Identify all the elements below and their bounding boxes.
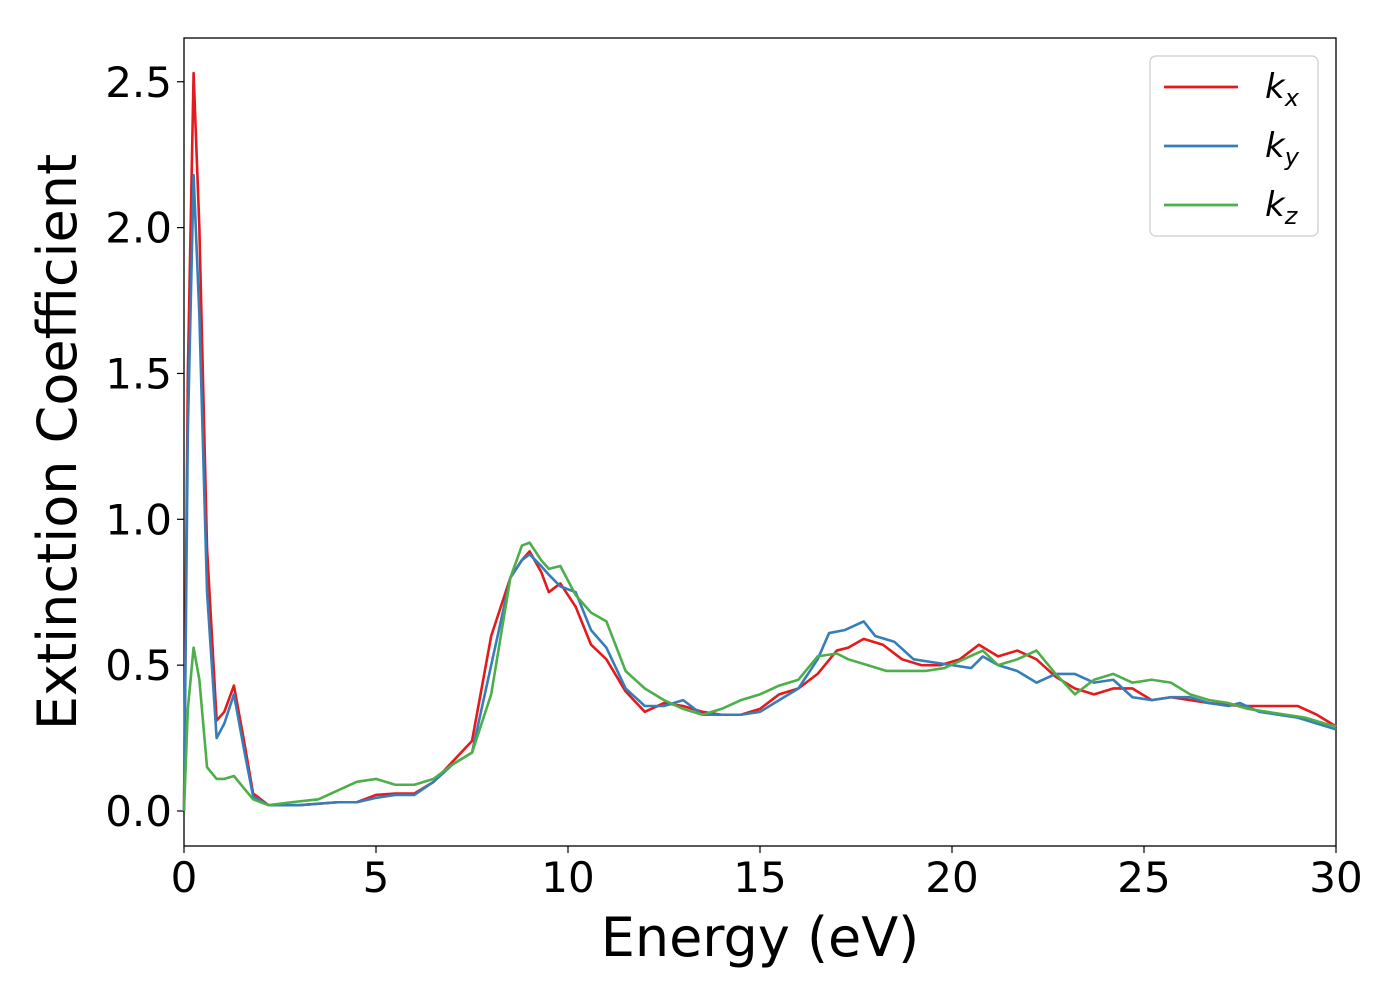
legend-label-sub: z (1284, 202, 1299, 230)
y-tick-label: 1.5 (105, 349, 172, 398)
y-tick-label: 0.0 (105, 787, 172, 836)
x-tick-label: 30 (1309, 853, 1362, 902)
y-tick-label: 0.5 (105, 641, 172, 690)
x-tick-label: 15 (733, 853, 786, 902)
x-tick-label: 10 (541, 853, 594, 902)
x-axis-label: Energy (eV) (601, 906, 920, 969)
x-axis: 0 5 10 15 20 25 30 (171, 846, 1363, 902)
x-tick-label: 0 (171, 853, 198, 902)
x-tick-label: 25 (1117, 853, 1170, 902)
legend-label-sub: x (1284, 84, 1300, 112)
x-tick-label: 5 (363, 853, 390, 902)
y-tick-label: 2.0 (105, 204, 172, 253)
y-tick-label: 1.0 (105, 495, 172, 544)
legend-label-main: k (1265, 67, 1286, 107)
legend-label-main: k (1265, 185, 1286, 225)
legend-label-sub: y (1284, 143, 1300, 171)
series-lines (182, 71, 1337, 812)
legend-entry: kz (1265, 185, 1299, 230)
series-line-ky (182, 173, 1337, 812)
x-tick-label: 20 (925, 853, 978, 902)
legend-entry: kx (1265, 67, 1300, 112)
series-line-kz (182, 541, 1337, 812)
legend-label-main: k (1265, 126, 1286, 166)
y-axis-label: Extinction Coefficient (26, 154, 89, 730)
y-tick-label: 2.5 (105, 58, 172, 107)
y-axis: 0.0 0.5 1.0 1.5 2.0 2.5 (105, 58, 184, 836)
legend-entry: ky (1265, 126, 1300, 171)
